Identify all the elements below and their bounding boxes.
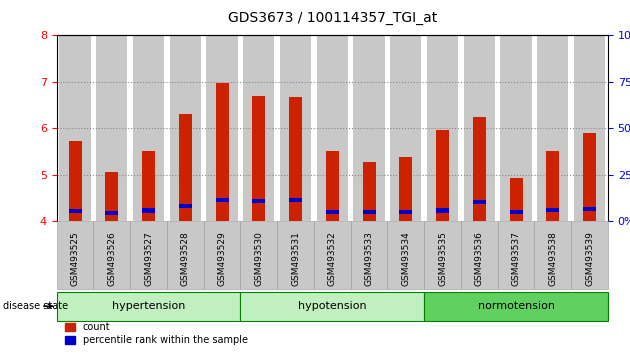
Text: GSM493538: GSM493538 — [548, 232, 558, 286]
Bar — [571, 221, 608, 289]
Bar — [105, 211, 118, 215]
Bar — [142, 209, 155, 213]
Bar — [289, 198, 302, 202]
Bar — [399, 210, 412, 214]
Bar — [57, 221, 93, 289]
Text: GSM493528: GSM493528 — [181, 232, 190, 286]
Text: GSM493530: GSM493530 — [255, 232, 263, 286]
Bar — [179, 114, 192, 221]
Bar — [534, 221, 571, 289]
Bar — [253, 96, 265, 221]
Bar — [289, 97, 302, 221]
Text: GSM493533: GSM493533 — [365, 232, 374, 286]
Bar — [427, 35, 458, 221]
Bar — [317, 35, 348, 221]
Bar — [399, 157, 412, 221]
Bar — [473, 200, 486, 204]
Bar — [280, 35, 311, 221]
Bar — [96, 35, 127, 221]
Bar — [215, 198, 229, 202]
Text: GSM493537: GSM493537 — [512, 232, 520, 286]
Bar — [241, 292, 424, 321]
Bar — [574, 35, 605, 221]
Bar — [69, 141, 81, 221]
Bar — [314, 221, 351, 289]
Bar — [461, 221, 498, 289]
Bar — [253, 199, 265, 203]
Bar — [464, 35, 495, 221]
Bar — [510, 178, 522, 221]
Bar — [473, 117, 486, 221]
Bar — [583, 207, 596, 211]
Bar — [387, 221, 424, 289]
Bar — [167, 221, 203, 289]
Bar — [105, 172, 118, 221]
Text: hypertension: hypertension — [112, 301, 185, 311]
Text: GSM493532: GSM493532 — [328, 232, 337, 286]
Text: GSM493529: GSM493529 — [217, 232, 227, 286]
Bar — [130, 221, 167, 289]
Bar — [363, 162, 375, 221]
Text: hypotension: hypotension — [298, 301, 367, 311]
Bar — [179, 204, 192, 208]
Bar — [133, 35, 164, 221]
Bar — [203, 221, 241, 289]
Bar — [207, 35, 238, 221]
Text: GSM493539: GSM493539 — [585, 232, 594, 286]
Bar — [436, 209, 449, 213]
Bar — [390, 35, 421, 221]
Bar — [363, 210, 375, 214]
Text: GSM493526: GSM493526 — [107, 232, 117, 286]
Bar — [243, 35, 275, 221]
Bar — [241, 221, 277, 289]
Bar — [169, 35, 201, 221]
Legend: count, percentile rank within the sample: count, percentile rank within the sample — [62, 319, 252, 349]
Text: GSM493527: GSM493527 — [144, 232, 153, 286]
Bar — [353, 35, 385, 221]
Bar — [326, 151, 339, 221]
Text: disease state: disease state — [3, 301, 68, 311]
Text: GDS3673 / 100114357_TGI_at: GDS3673 / 100114357_TGI_at — [227, 11, 437, 25]
Bar — [537, 35, 568, 221]
Text: GSM493534: GSM493534 — [401, 232, 410, 286]
Bar — [546, 151, 559, 221]
Bar — [436, 130, 449, 221]
Text: normotension: normotension — [478, 301, 554, 311]
Bar — [424, 221, 461, 289]
Bar — [424, 292, 608, 321]
Bar — [500, 35, 532, 221]
Text: GSM493536: GSM493536 — [475, 232, 484, 286]
Bar — [142, 151, 155, 221]
Bar — [59, 35, 91, 221]
Bar — [583, 133, 596, 221]
Bar — [93, 221, 130, 289]
Bar — [69, 209, 81, 213]
Bar — [498, 221, 534, 289]
Text: GSM493531: GSM493531 — [291, 232, 300, 286]
Bar — [510, 210, 522, 214]
Bar — [215, 83, 229, 221]
Bar — [546, 207, 559, 212]
Bar — [326, 210, 339, 214]
Text: GSM493525: GSM493525 — [71, 232, 79, 286]
Text: GSM493535: GSM493535 — [438, 232, 447, 286]
Bar — [351, 221, 387, 289]
Bar — [277, 221, 314, 289]
Bar — [57, 292, 241, 321]
